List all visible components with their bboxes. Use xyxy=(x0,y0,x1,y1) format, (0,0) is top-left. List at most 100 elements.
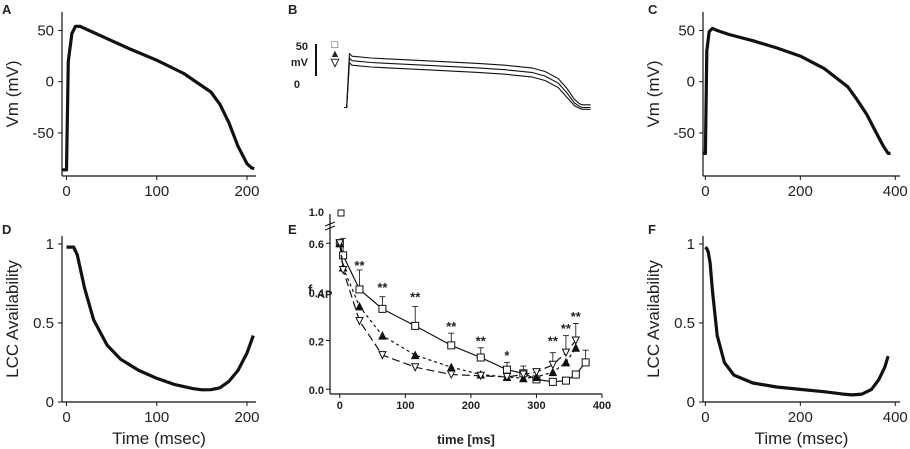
y-tick-label-c-2: 50 xyxy=(678,22,695,39)
y-tick-label-e-0: 0.0 xyxy=(309,385,324,397)
chart-d: 0 100 200 0 0.5 1 LCC Availability Time (msec) xyxy=(3,236,259,448)
marker-e-0-10 xyxy=(548,377,557,386)
y-tick-label-f-0: 0 xyxy=(687,394,695,411)
panel-label-b: B xyxy=(288,2,297,17)
series-line-d-0 xyxy=(66,245,255,392)
panel-b-scale-bar: 50 mV 0 □ ▲ ▽ xyxy=(291,39,341,91)
marker-e-2-8 xyxy=(519,370,528,380)
y-tick-label-e-1: 0.2 xyxy=(309,336,324,348)
y-axis-label-f: LCC Availability xyxy=(644,260,663,378)
y-tick-label-f-1: 0.5 xyxy=(674,315,695,332)
annotation-e-6: ** xyxy=(548,333,559,348)
x-tick-label-e-2: 200 xyxy=(462,400,480,412)
y-tick-label-e-3: 0.6 xyxy=(309,239,324,251)
annotation-e-8: ** xyxy=(571,309,582,324)
y-tick-label-a-1: 0 xyxy=(46,74,54,91)
legend-b-1: ▲ xyxy=(330,48,341,60)
legend-b-0: □ xyxy=(332,39,339,51)
marker-e-0-4 xyxy=(411,321,420,330)
y-axis-label-d: LCC Availability xyxy=(3,260,22,378)
x-axis-label-f: Time (msec) xyxy=(755,429,849,448)
series-line-c-0 xyxy=(703,26,891,155)
x-tick-label-e-1: 100 xyxy=(396,400,414,412)
y-tick-label-a-0: -50 xyxy=(32,125,54,142)
series-line-b-0 xyxy=(344,52,591,109)
marker-e-2-6 xyxy=(476,371,486,381)
y-tick-label-d-1: 0.5 xyxy=(33,315,54,332)
marker-e-2-10 xyxy=(548,360,558,370)
y-axis-label-sub-e: AP xyxy=(317,289,332,301)
x-tick-label-d-2: 200 xyxy=(234,409,259,426)
marker-e-1-9 xyxy=(532,372,541,381)
marker-e-2-4 xyxy=(410,363,420,372)
chart-e: 0 100 200 300 400 0.0 0.2 0.4 0.6 f AP time [ms] 1.0… xyxy=(308,207,611,447)
marker-e-2-1 xyxy=(338,265,348,275)
y-break-label-e: 1.0 xyxy=(309,207,324,219)
x-tick-label-a-0: 0 xyxy=(62,183,70,200)
scale-bar-unit-label: mV xyxy=(291,57,309,69)
series-line-b-2 xyxy=(344,61,591,110)
series-line-a-0 xyxy=(62,24,255,172)
marker-e-0-2 xyxy=(355,285,364,294)
marker-e-0-7 xyxy=(502,365,511,374)
marker-e-1-2 xyxy=(355,301,364,311)
y-tick-label-c-1: 0 xyxy=(687,74,695,91)
y-tick-label-d-0: 0 xyxy=(46,394,54,411)
x-tick-label-e-0: 0 xyxy=(337,400,343,412)
marker-e-1-11 xyxy=(561,357,571,367)
marker-e-0-6 xyxy=(476,353,485,362)
initial-marker-e xyxy=(337,209,345,217)
marker-e-2-5 xyxy=(446,370,456,380)
y-tick-label-f-2: 1 xyxy=(687,236,695,253)
y-axis-label-a: Vm (mV) xyxy=(3,60,22,127)
marker-e-2-2 xyxy=(355,317,364,326)
marker-e-0-12 xyxy=(571,370,580,379)
x-tick-label-e-4: 400 xyxy=(593,400,611,412)
panel-label-a: A xyxy=(2,2,12,17)
series-line-f-0 xyxy=(704,246,890,397)
marker-e-2-3 xyxy=(378,351,387,360)
annotation-e-2: ** xyxy=(410,290,421,305)
marker-e-1-4 xyxy=(410,350,420,360)
y-tick-label-c-0: -50 xyxy=(673,125,695,142)
marker-e-2-11 xyxy=(561,348,571,358)
chart-c: 0 200 400 -50 0 50 Vm (mV) xyxy=(644,12,908,200)
panel-label-e: E xyxy=(288,222,297,237)
scale-bar-top-label: 50 xyxy=(296,41,308,53)
x-tick-label-a-2: 200 xyxy=(234,183,259,200)
panel-label-f: F xyxy=(648,222,656,237)
marker-e-1-3 xyxy=(378,331,387,340)
x-tick-label-c-1: 200 xyxy=(788,183,813,200)
x-tick-label-d-0: 0 xyxy=(62,409,70,426)
x-tick-label-c-2: 400 xyxy=(883,183,908,200)
x-tick-label-d-1: 100 xyxy=(144,409,169,426)
annotation-e-4: ** xyxy=(476,333,487,348)
annotation-e-0: ** xyxy=(354,258,365,273)
annotation-e-5: * xyxy=(504,348,510,363)
axis-break-e-1 xyxy=(324,221,336,227)
y-axis-label-e: f xyxy=(308,282,313,297)
annotation-e-1: ** xyxy=(377,280,388,295)
y-tick-label-e-2: 0.4 xyxy=(309,288,325,300)
series-line-b-1 xyxy=(344,57,591,109)
y-tick-label-d-2: 1 xyxy=(46,236,54,253)
panel-label-c: C xyxy=(648,2,658,17)
x-tick-label-e-3: 300 xyxy=(527,400,545,412)
x-tick-label-f-2: 400 xyxy=(883,409,908,426)
scale-bar-bottom-label: 0 xyxy=(294,79,300,91)
marker-e-2-7 xyxy=(502,372,512,382)
annotation-e-3: ** xyxy=(446,319,457,334)
chart-b xyxy=(344,52,591,110)
marker-e-2-0 xyxy=(335,239,345,248)
y-tick-label-a-2: 50 xyxy=(37,22,54,39)
annotation-e-7: ** xyxy=(561,321,572,336)
marker-e-1-10 xyxy=(548,367,558,377)
marker-e-2-9 xyxy=(532,368,541,377)
series-line-e-2 xyxy=(339,243,577,378)
y-axis-label-c: Vm (mV) xyxy=(644,60,663,127)
marker-e-0-1 xyxy=(339,251,348,260)
x-tick-label-f-1: 200 xyxy=(788,409,813,426)
x-tick-label-c-0: 0 xyxy=(701,183,709,200)
x-axis-label-e: time [ms] xyxy=(437,432,495,447)
chart-f: 0 200 400 0 0.5 1 LCC Availability Time (msec) xyxy=(644,236,908,448)
